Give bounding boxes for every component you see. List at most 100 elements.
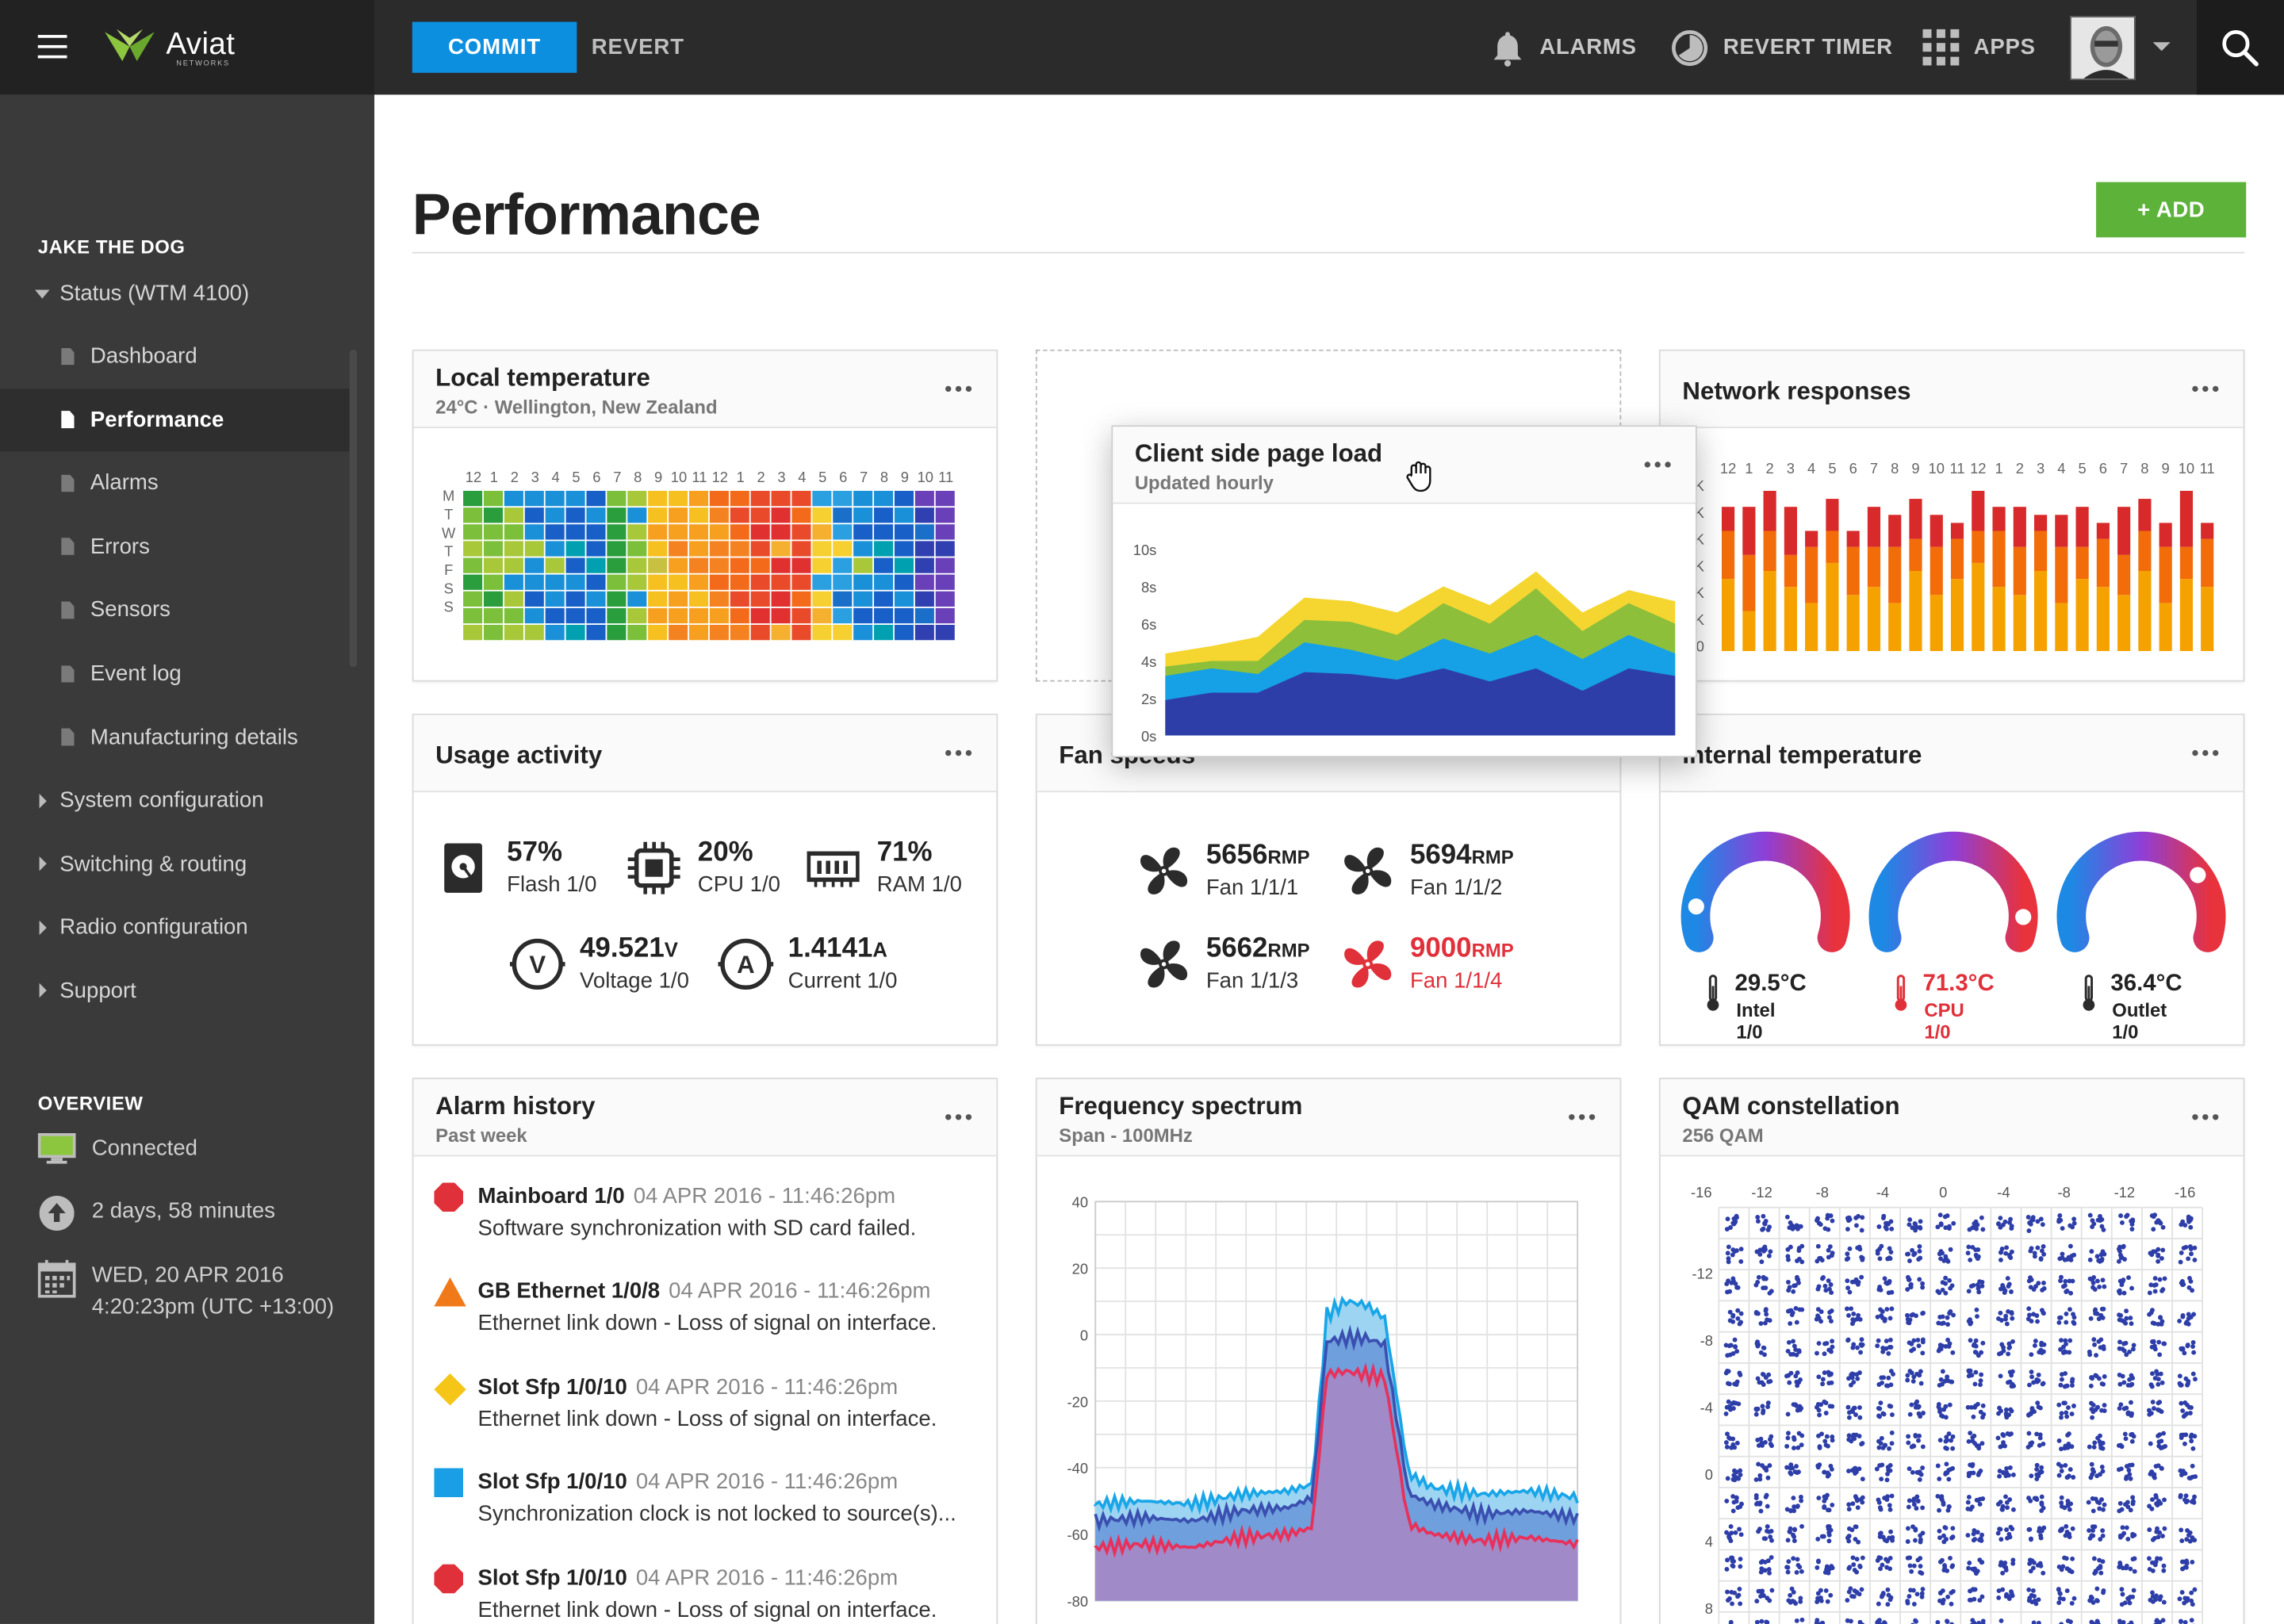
card-local-temperature: Local temperature 24°C · Wellington, New… xyxy=(412,349,998,682)
heatmap-cell xyxy=(565,490,585,507)
revert-button[interactable]: REVERT xyxy=(591,35,684,60)
qam-point xyxy=(2156,1339,2162,1345)
sidebar-item-sensors[interactable]: Sensors xyxy=(0,579,350,642)
revert-timer-button[interactable]: REVERT TIMER xyxy=(1671,22,1893,73)
heatmap-cell xyxy=(648,508,668,523)
heatmap-cell xyxy=(607,591,627,607)
qam-point xyxy=(1816,1408,1822,1413)
sidebar-scrollbar[interactable] xyxy=(349,349,357,668)
qam-symbol-cluster xyxy=(1785,1339,1802,1358)
qam-point xyxy=(2000,1570,2006,1576)
more-options-icon[interactable] xyxy=(2188,1114,2219,1120)
qam-point xyxy=(2031,1287,2037,1292)
sidebar-item-errors[interactable]: Errors xyxy=(0,515,350,578)
qam-point xyxy=(2025,1215,2031,1220)
card-client-page-load[interactable]: Client side page load Updated hourly 10s… xyxy=(1111,425,1697,758)
qam-point xyxy=(2091,1337,2097,1342)
alarm-list-item[interactable]: GB Ethernet 1/0/8 04 APR 2016 - 11:46:26p… xyxy=(434,1277,987,1349)
qam-point xyxy=(1824,1564,1830,1569)
qam-point xyxy=(2158,1220,2163,1226)
qam-point xyxy=(1764,1619,1769,1624)
menu-icon[interactable] xyxy=(37,35,67,59)
alarm-list-item[interactable]: Slot Sfp 1/0/10 04 APR 2016 - 11:46:26pm S… xyxy=(434,1468,987,1540)
page-load-series xyxy=(1165,668,1676,736)
qam-symbol-cluster xyxy=(2056,1461,2076,1480)
heatmap-cell xyxy=(483,508,504,523)
qam-point xyxy=(1786,1431,1791,1436)
bar-hour-label: 12 xyxy=(1720,460,1736,477)
more-options-icon[interactable] xyxy=(1565,1114,1596,1120)
sidebar-group-support[interactable]: Support xyxy=(0,959,350,1022)
heatmap-cell xyxy=(483,557,504,573)
aviat-logo[interactable]: Aviat NETWORKS xyxy=(102,26,236,68)
qam-point xyxy=(2148,1441,2153,1446)
qam-point xyxy=(1845,1285,1851,1291)
qam-point xyxy=(2179,1473,2184,1477)
qam-point xyxy=(1945,1374,1950,1380)
heatmap-cell xyxy=(771,591,791,607)
more-options-icon[interactable] xyxy=(941,1114,972,1120)
qam-point xyxy=(2184,1537,2190,1542)
alarm-list-item[interactable]: Mainboard 1/0 04 APR 2016 - 11:46:26pm Sof… xyxy=(434,1182,987,1254)
qam-point xyxy=(1826,1532,1832,1538)
qam-symbol-cluster xyxy=(2087,1337,2106,1358)
qam-point xyxy=(2087,1349,2092,1354)
heatmap-cell xyxy=(483,574,504,590)
qam-point xyxy=(1857,1316,1863,1322)
commit-button[interactable]: COMMIT xyxy=(412,21,577,73)
alarm-list-item[interactable]: Slot Sfp 1/0/10 04 APR 2016 - 11:46:26pm E… xyxy=(434,1563,987,1624)
sidebar-item-manufacturing-details[interactable]: Manufacturing details xyxy=(0,706,350,768)
user-menu-caret-icon[interactable] xyxy=(2152,42,2171,52)
qam-point xyxy=(1730,1555,1735,1561)
qam-point xyxy=(2034,1472,2040,1477)
qam-point xyxy=(2035,1400,2041,1406)
qam-symbol-cluster xyxy=(1786,1586,1803,1606)
qam-symbol-cluster xyxy=(1906,1494,1926,1511)
search-button[interactable] xyxy=(2196,0,2284,95)
user-avatar[interactable] xyxy=(2070,16,2136,81)
alarms-button[interactable]: ALARMS xyxy=(1490,22,1637,73)
qam-symbol-cluster xyxy=(1724,1555,1743,1572)
qam-symbol-cluster xyxy=(1753,1307,1772,1326)
bar-segment xyxy=(2075,507,2089,547)
heatmap-cell xyxy=(709,557,729,573)
qam-point xyxy=(2124,1316,2129,1321)
sidebar-group-status[interactable]: Status (WTM 4100) xyxy=(0,262,350,325)
sidebar-group-system-configuration[interactable]: System configuration xyxy=(0,769,350,832)
more-options-icon[interactable] xyxy=(941,749,972,756)
qam-point xyxy=(1936,1402,1941,1407)
qam-symbol-cluster xyxy=(1996,1339,2015,1357)
qam-point xyxy=(1728,1225,1733,1230)
sidebar-item-performance[interactable]: Performance xyxy=(0,388,350,451)
qam-symbol-cluster xyxy=(1785,1523,1804,1544)
qam-point xyxy=(2161,1599,2167,1605)
qam-point xyxy=(1822,1438,1828,1444)
sidebar-group-radio-configuration[interactable]: Radio configuration xyxy=(0,896,350,959)
more-options-icon[interactable] xyxy=(2188,749,2219,756)
qam-point xyxy=(2190,1344,2195,1349)
heatmap-day-label: F xyxy=(444,561,453,578)
sidebar-group-switching-routing[interactable]: Switching & routing xyxy=(0,833,350,895)
heatmap-cell xyxy=(565,591,585,607)
add-widget-button[interactable]: + ADD xyxy=(2096,182,2247,238)
sidebar-item-alarms[interactable]: Alarms xyxy=(0,452,350,515)
sidebar-item-event-log[interactable]: Event log xyxy=(0,642,350,705)
more-options-icon[interactable] xyxy=(2188,385,2219,393)
qam-point xyxy=(1756,1588,1761,1594)
qam-symbol-cluster xyxy=(1936,1402,1953,1420)
qam-point xyxy=(1914,1506,1919,1511)
qam-point xyxy=(2034,1431,2040,1437)
sidebar-item-dashboard[interactable]: Dashboard xyxy=(0,325,350,388)
qam-point xyxy=(1947,1402,1953,1408)
heatmap-hour-label: 2 xyxy=(757,469,765,485)
more-options-icon[interactable] xyxy=(1640,462,1671,468)
heatmap-cell xyxy=(524,490,544,507)
apps-button[interactable]: APPS xyxy=(1922,22,2035,73)
qam-point xyxy=(1756,1461,1761,1467)
heatmap-cell xyxy=(874,557,894,573)
alarm-list-item[interactable]: Slot Sfp 1/0/10 04 APR 2016 - 11:46:26pm E… xyxy=(434,1373,987,1445)
more-options-icon[interactable] xyxy=(941,385,972,393)
heatmap-cell xyxy=(463,524,483,540)
qam-point xyxy=(2129,1411,2134,1416)
datetime-text: WED, 20 APR 2016 4:20:23pm (UTC +13:00) xyxy=(92,1260,335,1324)
